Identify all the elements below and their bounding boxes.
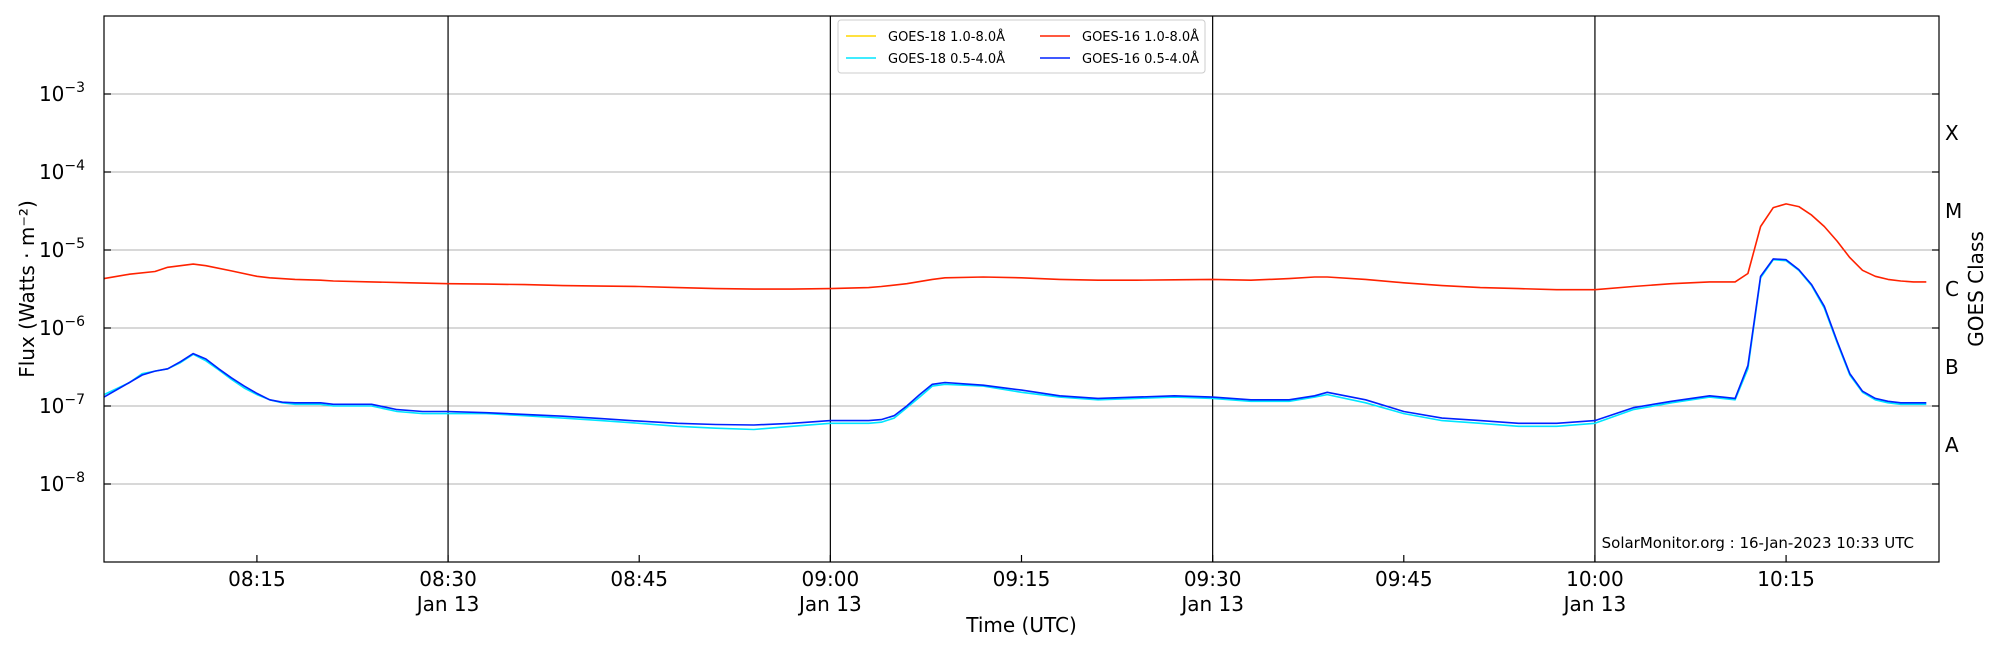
y-tick-label: 10−7 (39, 392, 85, 418)
plot-frame (103, 15, 1940, 563)
goes-class-labels: A B C M X (1945, 121, 1962, 457)
y-tick-base: 10 (39, 82, 64, 106)
y-tick-exponent: −8 (64, 470, 85, 486)
x-tick-date-label: Jan 13 (1179, 592, 1244, 616)
y-tick-exponent: −6 (64, 314, 85, 330)
legend-label: GOES-18 1.0-8.0Å (888, 29, 1005, 45)
y-tick-exponent: −5 (64, 236, 85, 252)
credit-text: SolarMonitor.org : 16-Jan-2023 10:33 UTC (1602, 534, 1914, 552)
legend: GOES-18 1.0-8.0Å GOES-18 0.5-4.0Å GOES-16 … (837, 19, 1206, 74)
y-tick-base: 10 (39, 472, 64, 496)
y-tick-label: 10−5 (39, 236, 85, 262)
y-tick-label: 10−6 (39, 314, 85, 340)
x-tick-label: 09:45 (1375, 567, 1433, 591)
x-tick-label: 09:30 (1184, 567, 1242, 591)
y-axis-ticks: 10−810−710−610−510−410−3 (39, 80, 1939, 496)
goes-class-label: A (1945, 433, 1959, 457)
y-tick-exponent: −3 (64, 80, 85, 96)
series-line (103, 203, 1927, 291)
x-tick-label: 10:15 (1757, 567, 1815, 591)
y-tick-exponent: −4 (64, 158, 85, 174)
x-tick-label: 08:15 (228, 567, 286, 591)
y-tick-base: 10 (39, 238, 64, 262)
legend-label: GOES-18 0.5-4.0Å (888, 51, 1005, 67)
x-tick-date-label: Jan 13 (415, 592, 480, 616)
y-tick-label: 10−3 (39, 80, 85, 106)
x-axis-title: Time (UTC) (965, 613, 1077, 637)
goes-class-label: M (1945, 199, 1962, 223)
y-tick-exponent: −7 (64, 392, 85, 408)
day-marker-lines (447, 16, 1596, 562)
x-tick-date-label: Jan 13 (1562, 592, 1627, 616)
flux-series (103, 203, 1927, 431)
x-tick-label: 08:30 (419, 567, 477, 591)
legend-box (837, 19, 1206, 74)
y-tick-label: 10−8 (39, 470, 85, 496)
goes-class-label: B (1945, 355, 1959, 379)
goes-class-label: X (1945, 121, 1959, 145)
y-tick-base: 10 (39, 316, 64, 340)
x-tick-label: 09:00 (802, 567, 860, 591)
x-tick-label: 10:00 (1566, 567, 1624, 591)
x-tick-date-label: Jan 13 (797, 592, 862, 616)
legend-label: GOES-16 1.0-8.0Å (1082, 29, 1199, 45)
gridlines (104, 93, 1939, 485)
y-tick-label: 10−4 (39, 158, 85, 184)
x-tick-label: 09:15 (993, 567, 1051, 591)
y-axis-title: Flux (Watts · m⁻²) (15, 200, 39, 378)
goes-class-label: C (1945, 277, 1959, 301)
x-tick-label: 08:45 (610, 567, 668, 591)
right-axis-title: GOES Class (1964, 231, 1988, 347)
legend-label: GOES-16 0.5-4.0Å (1082, 51, 1199, 67)
y-tick-base: 10 (39, 160, 64, 184)
y-tick-base: 10 (39, 394, 64, 418)
series-line (103, 258, 1927, 426)
